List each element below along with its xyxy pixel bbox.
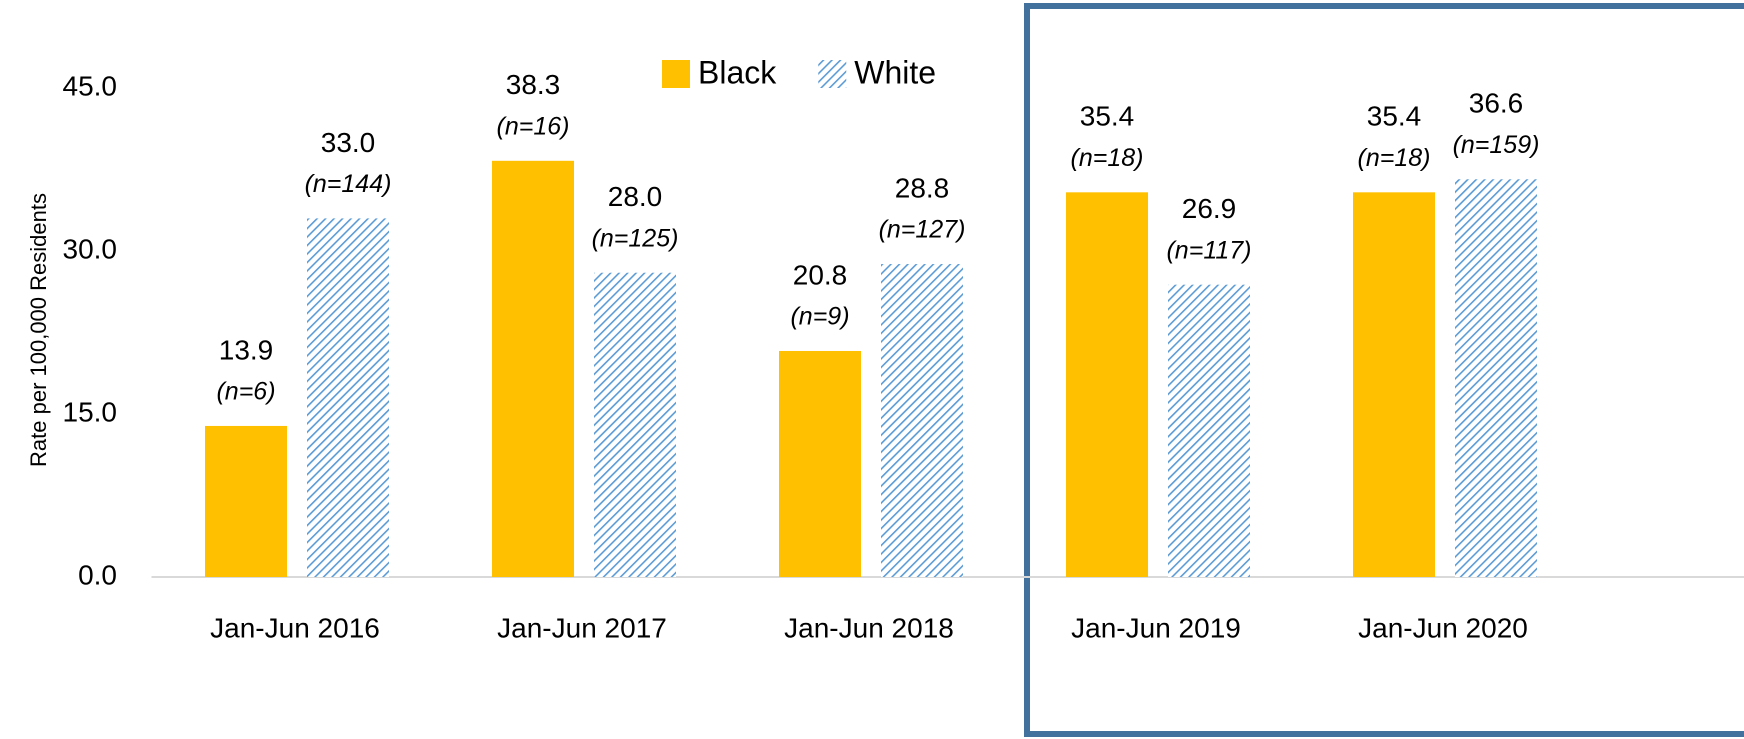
bar bbox=[1066, 192, 1148, 577]
sample-label: (n=6) bbox=[216, 378, 275, 406]
value-label: 35.4 bbox=[1367, 101, 1422, 132]
value-label: 38.3 bbox=[506, 69, 561, 100]
x-tick-label: Jan-Jun 2016 bbox=[210, 612, 380, 643]
bar bbox=[1353, 192, 1435, 577]
legend-swatch bbox=[818, 60, 847, 88]
sample-label: (n=159) bbox=[1453, 131, 1540, 159]
bar bbox=[779, 350, 861, 577]
x-tick-label: Jan-Jun 2019 bbox=[1071, 612, 1241, 643]
sample-label: (n=125) bbox=[592, 224, 679, 252]
value-label: 13.9 bbox=[219, 334, 274, 365]
y-axis-label: Rate per 100,000 Residents bbox=[26, 193, 51, 467]
legend-swatch bbox=[662, 60, 690, 88]
sample-label: (n=18) bbox=[1358, 144, 1431, 172]
bar bbox=[1168, 284, 1250, 577]
sample-label: (n=9) bbox=[790, 303, 849, 331]
bar bbox=[594, 272, 676, 577]
y-tick-label: 15.0 bbox=[63, 396, 118, 427]
value-label: 36.6 bbox=[1469, 88, 1524, 119]
bar bbox=[881, 264, 963, 577]
value-label: 28.8 bbox=[895, 172, 950, 203]
y-tick-label: 45.0 bbox=[63, 70, 118, 101]
bar bbox=[307, 218, 389, 577]
highlight-box bbox=[1024, 3, 1744, 737]
y-tick-label: 30.0 bbox=[63, 233, 118, 264]
value-label: 35.4 bbox=[1080, 101, 1135, 132]
bar bbox=[205, 425, 287, 577]
x-tick-label: Jan-Jun 2017 bbox=[497, 612, 667, 643]
value-label: 26.9 bbox=[1182, 193, 1237, 224]
sample-label: (n=18) bbox=[1071, 144, 1144, 172]
x-tick-label: Jan-Jun 2020 bbox=[1358, 612, 1528, 643]
bar bbox=[1455, 179, 1537, 577]
y-tick-label: 0.0 bbox=[78, 559, 117, 590]
sample-label: (n=117) bbox=[1166, 236, 1251, 264]
legend-label: White bbox=[854, 54, 936, 90]
value-label: 33.0 bbox=[321, 127, 376, 158]
sample-label: (n=127) bbox=[879, 216, 966, 244]
bar bbox=[492, 160, 574, 577]
value-label: 20.8 bbox=[793, 259, 848, 290]
legend-label: Black bbox=[698, 54, 777, 90]
x-tick-label: Jan-Jun 2018 bbox=[784, 612, 954, 643]
value-label: 28.0 bbox=[608, 181, 663, 212]
sample-label: (n=16) bbox=[497, 112, 570, 140]
sample-label: (n=144) bbox=[305, 170, 392, 198]
